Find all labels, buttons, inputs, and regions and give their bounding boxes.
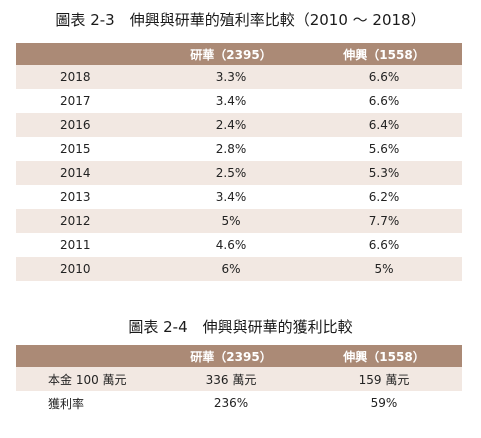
advantech-value-cell: 236% <box>156 391 306 415</box>
table-row: 2010 6% 5% <box>16 257 462 281</box>
row-label-cell: 獲利率 <box>16 391 156 415</box>
advantech-yield-cell: 6% <box>156 257 306 281</box>
year-cell: 2015 <box>16 137 156 161</box>
table-row: 2014 2.5% 5.3% <box>16 161 462 185</box>
table1-header-advantech: 研華（2395） <box>156 43 306 65</box>
shenxing-value-cell: 59% <box>306 391 462 415</box>
table-row: 2015 2.8% 5.6% <box>16 137 462 161</box>
shenxing-yield-cell: 7.7% <box>306 209 462 233</box>
shenxing-yield-cell: 6.4% <box>306 113 462 137</box>
table1-title: 圖表 2-3 伸興與研華的殖利率比較（2010 ～ 2018） <box>55 11 426 29</box>
shenxing-yield-cell: 5.6% <box>306 137 462 161</box>
table-row: 2017 3.4% 6.6% <box>16 89 462 113</box>
advantech-yield-cell: 2.4% <box>156 113 306 137</box>
table-row: 2013 3.4% 6.2% <box>16 185 462 209</box>
table2-title: 圖表 2-4 伸興與研華的獲利比較 <box>128 318 353 336</box>
advantech-yield-cell: 3.4% <box>156 89 306 113</box>
year-cell: 2014 <box>16 161 156 185</box>
table-row: 2011 4.6% 6.6% <box>16 233 462 257</box>
profit-comparison-table: 研華（2395） 伸興（1558） 本金 100 萬元 336 萬元 159 萬… <box>16 345 462 415</box>
advantech-yield-cell: 2.8% <box>156 137 306 161</box>
shenxing-yield-cell: 6.6% <box>306 233 462 257</box>
table1-header-blank <box>16 43 156 65</box>
shenxing-yield-cell: 5.3% <box>306 161 462 185</box>
shenxing-value-cell: 159 萬元 <box>306 367 462 391</box>
table1-header-row: 研華（2395） 伸興（1558） <box>16 43 462 65</box>
advantech-yield-cell: 5% <box>156 209 306 233</box>
shenxing-yield-cell: 6.6% <box>306 89 462 113</box>
advantech-yield-cell: 4.6% <box>156 233 306 257</box>
shenxing-yield-cell: 6.2% <box>306 185 462 209</box>
table-row: 獲利率 236% 59% <box>16 391 462 415</box>
table2-header-advantech: 研華（2395） <box>156 345 306 367</box>
advantech-yield-cell: 3.3% <box>156 65 306 89</box>
table1-header-shenxing: 伸興（1558） <box>306 43 462 65</box>
advantech-yield-cell: 2.5% <box>156 161 306 185</box>
table2-header-row: 研華（2395） 伸興（1558） <box>16 345 462 367</box>
year-cell: 2013 <box>16 185 156 209</box>
advantech-value-cell: 336 萬元 <box>156 367 306 391</box>
year-cell: 2016 <box>16 113 156 137</box>
table2-header-shenxing: 伸興（1558） <box>306 345 462 367</box>
year-cell: 2010 <box>16 257 156 281</box>
year-cell: 2017 <box>16 89 156 113</box>
row-label-cell: 本金 100 萬元 <box>16 367 156 391</box>
yield-comparison-table: 研華（2395） 伸興（1558） 2018 3.3% 6.6% 2017 3.… <box>16 43 462 281</box>
year-cell: 2012 <box>16 209 156 233</box>
shenxing-yield-cell: 6.6% <box>306 65 462 89</box>
table-row: 2018 3.3% 6.6% <box>16 65 462 89</box>
table-row: 2016 2.4% 6.4% <box>16 113 462 137</box>
year-cell: 2018 <box>16 65 156 89</box>
advantech-yield-cell: 3.4% <box>156 185 306 209</box>
shenxing-yield-cell: 5% <box>306 257 462 281</box>
year-cell: 2011 <box>16 233 156 257</box>
table2-header-blank <box>16 345 156 367</box>
table-row: 本金 100 萬元 336 萬元 159 萬元 <box>16 367 462 391</box>
table-row: 2012 5% 7.7% <box>16 209 462 233</box>
